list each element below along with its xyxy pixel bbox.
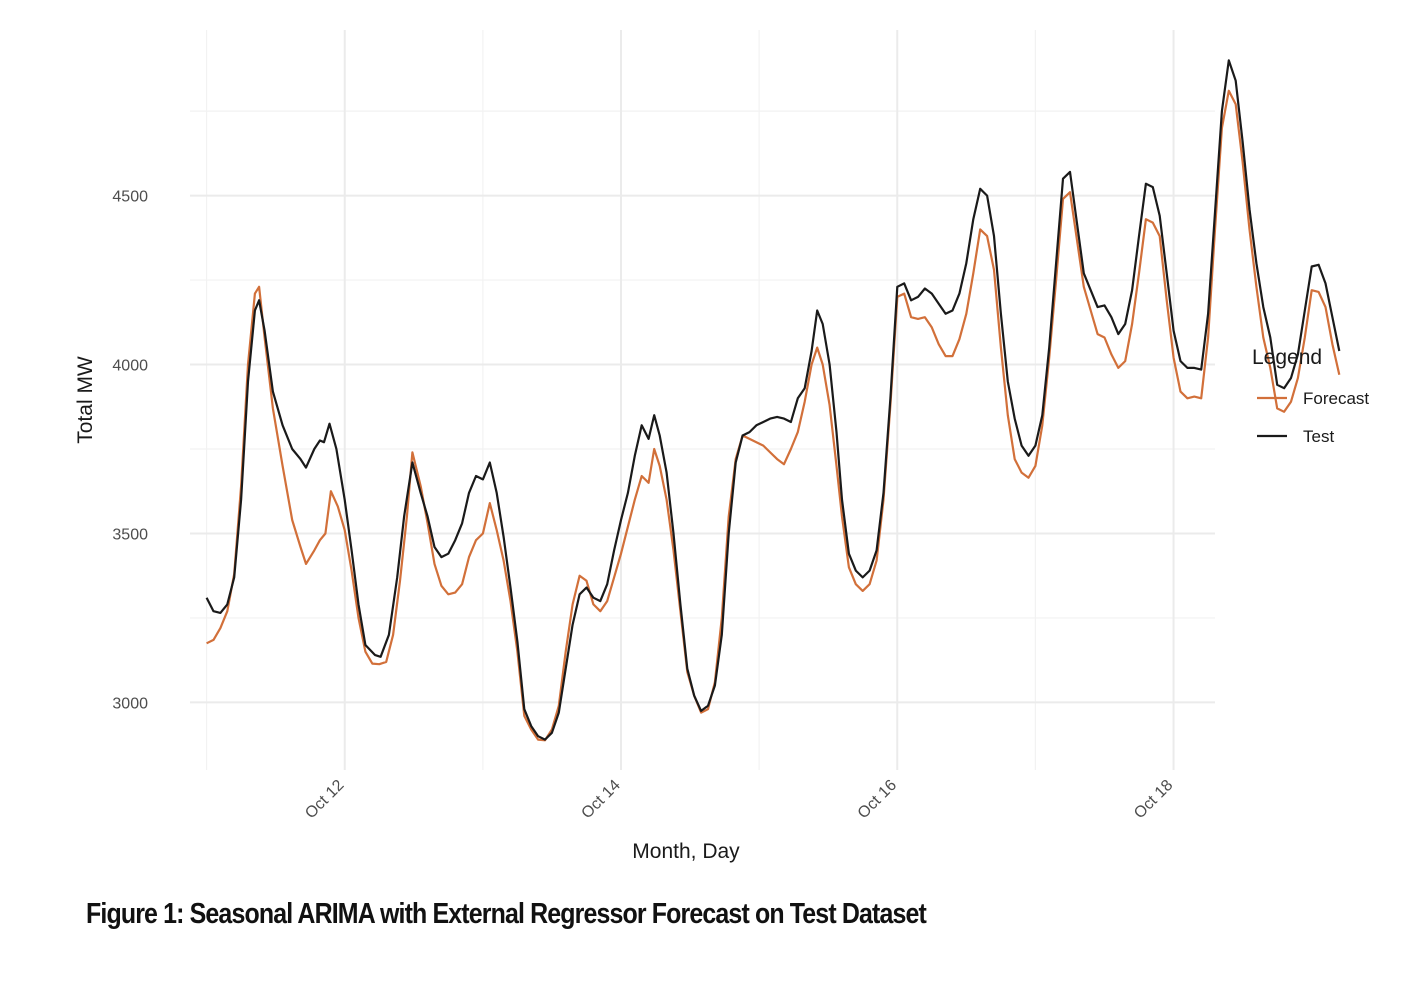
- legend-label-forecast: Forecast: [1303, 389, 1369, 408]
- series-layer: [205, 59, 1341, 742]
- legend-title: Legend: [1252, 346, 1322, 369]
- y-tick-label: 3000: [112, 695, 148, 712]
- x-tick-label: Oct 14: [578, 777, 623, 822]
- y-axis-ticks: 3000 3500 4000 4500: [112, 189, 148, 713]
- legend: Legend Forecast Test: [1252, 346, 1369, 446]
- x-axis-ticks: Oct 12 Oct 14 Oct 16 Oct 18: [302, 777, 1176, 822]
- y-tick-label: 4000: [112, 358, 148, 375]
- major-grid: [190, 30, 1215, 770]
- x-tick-label: Oct 18: [1131, 777, 1176, 822]
- figure-caption: Figure 1: Seasonal ARIMA with External R…: [86, 898, 927, 930]
- legend-label-test: Test: [1303, 427, 1334, 446]
- y-tick-label: 4500: [112, 189, 148, 206]
- y-axis-title: Total MW: [74, 356, 97, 444]
- x-axis-title: Month, Day: [632, 840, 740, 863]
- y-tick-label: 3500: [112, 526, 148, 543]
- series-line-test: [205, 59, 1341, 741]
- series-line-forecast: [206, 89, 1341, 742]
- x-tick-label: Oct 12: [302, 777, 347, 822]
- x-tick-label: Oct 16: [855, 777, 900, 822]
